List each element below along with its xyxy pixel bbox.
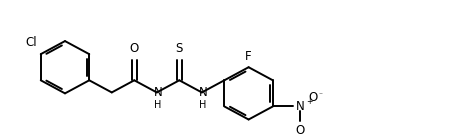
Text: N: N — [198, 86, 207, 99]
Text: F: F — [245, 50, 252, 63]
Text: N: N — [153, 86, 162, 99]
Text: H: H — [199, 100, 207, 110]
Text: ⁻: ⁻ — [319, 91, 323, 100]
Text: O: O — [129, 42, 139, 55]
Text: O: O — [308, 91, 317, 104]
Text: S: S — [176, 42, 183, 55]
Text: O: O — [295, 124, 305, 137]
Text: Cl: Cl — [25, 36, 37, 50]
Text: N: N — [296, 100, 304, 113]
Text: H: H — [154, 100, 161, 110]
Text: +: + — [306, 97, 312, 106]
